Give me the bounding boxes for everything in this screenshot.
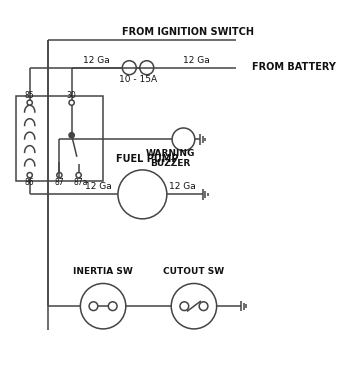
Text: WARNING
BUZZER: WARNING BUZZER: [146, 149, 195, 168]
Text: 10 - 15A: 10 - 15A: [119, 74, 157, 84]
Circle shape: [69, 133, 74, 138]
Bar: [16, 96, 103, 181]
Text: 12 Ga: 12 Ga: [85, 182, 112, 191]
Text: INERTIA SW: INERTIA SW: [73, 267, 133, 276]
Text: FUEL PUMP: FUEL PUMP: [116, 154, 178, 163]
Text: 12 Ga: 12 Ga: [169, 182, 196, 191]
Text: FROM BATTERY: FROM BATTERY: [252, 62, 336, 72]
Text: 86: 86: [24, 177, 34, 187]
Text: 85: 85: [24, 91, 34, 100]
Text: 87: 87: [55, 177, 64, 187]
Text: 12 Ga: 12 Ga: [183, 56, 210, 65]
Text: 30: 30: [67, 91, 76, 100]
Text: CUTOUT SW: CUTOUT SW: [164, 267, 224, 276]
Text: FROM IGNITION SWITCH: FROM IGNITION SWITCH: [122, 27, 254, 37]
Text: 12 Ga: 12 Ga: [83, 56, 109, 65]
Text: 87a: 87a: [73, 177, 88, 187]
